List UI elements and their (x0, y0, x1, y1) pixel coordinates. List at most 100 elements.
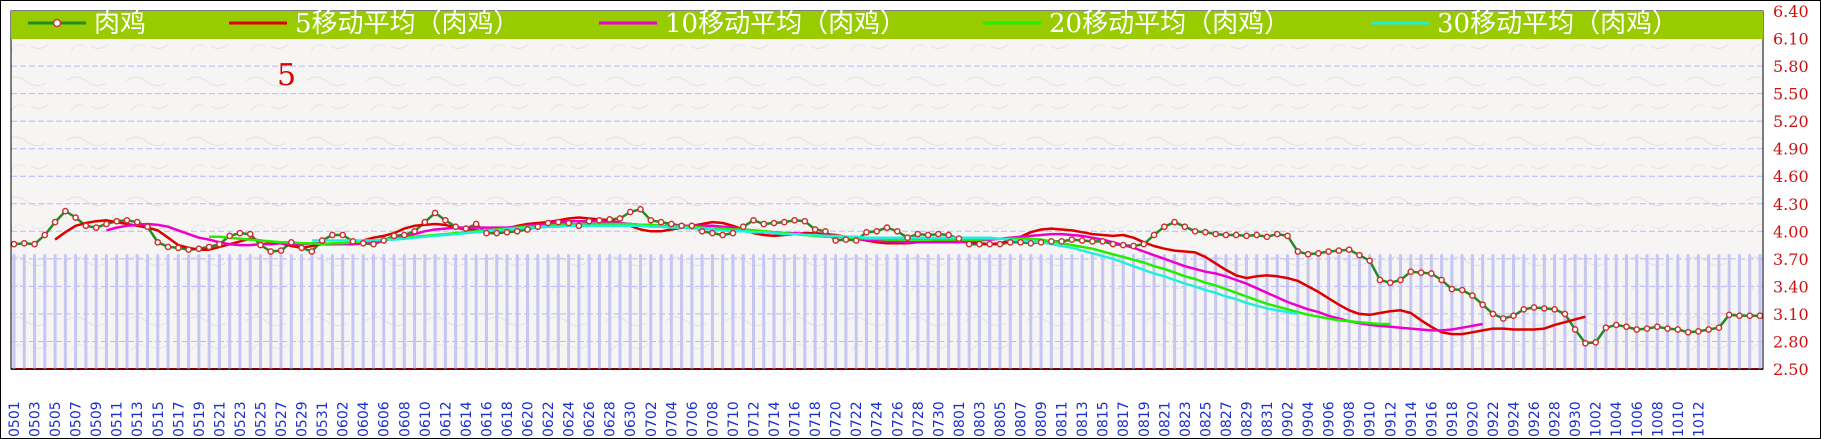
price-point (1376, 276, 1384, 284)
price-point (575, 222, 583, 230)
volume-bar (454, 254, 458, 369)
price-point (1653, 323, 1661, 331)
volume-bar (659, 254, 663, 369)
price-point (873, 227, 881, 235)
volume-bar (1224, 254, 1228, 369)
volume-bar (577, 254, 581, 369)
price-point (1099, 238, 1107, 245)
volume-bar (1070, 254, 1074, 369)
price-point (924, 231, 932, 239)
price-point (41, 231, 49, 239)
volume-bar (1255, 254, 1259, 369)
y-tick-label: 5.50 (1773, 85, 1809, 104)
x-tick-label: 0610 (418, 401, 434, 437)
price-point (678, 222, 685, 230)
x-tick-label: 0716 (788, 401, 804, 437)
price-point (1006, 238, 1014, 246)
price-point (1078, 237, 1086, 244)
x-tick-label: 0513 (130, 401, 146, 437)
volume-bar (1152, 254, 1156, 369)
price-point (739, 223, 747, 231)
price-point (1171, 218, 1178, 226)
volume-bar (1481, 254, 1485, 369)
price-point (339, 231, 347, 239)
volume-bar (998, 254, 1002, 369)
volume-bar (1306, 254, 1310, 369)
volume-bar (916, 254, 920, 369)
price-point (1427, 270, 1435, 277)
volume-bar (94, 254, 98, 369)
volume-bar (1604, 254, 1608, 369)
price-point (1612, 321, 1620, 329)
volume-bar (906, 254, 910, 369)
price-point (996, 240, 1004, 248)
x-tick-label: 0706 (685, 401, 701, 437)
price-point (154, 238, 162, 246)
volume-bar (371, 254, 375, 369)
x-tick-label: 1010 (1671, 401, 1687, 437)
y-tick-label: 4.60 (1773, 167, 1809, 186)
volume-bar (587, 254, 591, 369)
x-tick-label: 0930 (1568, 401, 1584, 437)
x-tick-label: 0501 (7, 401, 23, 437)
price-point (216, 240, 223, 248)
price-point (524, 226, 531, 233)
volume-bar (1327, 254, 1331, 369)
price-point (1510, 312, 1517, 320)
price-point (1469, 292, 1476, 299)
x-tick-label: 0718 (808, 401, 824, 437)
price-point (1551, 305, 1558, 313)
x-tick-label: 0517 (171, 401, 187, 437)
price-point (976, 240, 983, 248)
price-markers (10, 205, 1764, 347)
price-point (329, 231, 336, 239)
price-point (1499, 315, 1507, 322)
volume-bar (1173, 254, 1177, 369)
price-point (791, 216, 798, 224)
price-point (133, 218, 141, 226)
x-tick-label: 0529 (295, 401, 311, 437)
price-point (1294, 248, 1302, 255)
price-point (1407, 268, 1415, 276)
price-point (1263, 233, 1271, 241)
volume-bar (238, 254, 242, 369)
price-point (226, 232, 234, 240)
x-tick-label: 1012 (1691, 401, 1707, 437)
x-tick-label: 0618 (500, 401, 516, 437)
price-point (750, 216, 757, 224)
x-tick-label: 0503 (28, 401, 44, 437)
series-line-ma30 (311, 224, 1299, 316)
volume-bar (433, 254, 437, 369)
price-point (1037, 238, 1045, 246)
price-point (164, 243, 172, 251)
volume-bar (156, 254, 160, 369)
x-tick-label: 0704 (664, 401, 680, 437)
volume-bar (1039, 254, 1043, 369)
volume-bar (700, 254, 704, 369)
volume-bar (1131, 254, 1135, 369)
price-point (1530, 304, 1538, 311)
x-tick-label: 0527 (274, 401, 290, 437)
price-point (1356, 251, 1363, 259)
x-tick-label: 0730 (931, 401, 947, 437)
y-tick-label: 6.40 (1773, 2, 1809, 21)
x-tick-label: 0708 (705, 401, 721, 437)
volume-bar (844, 254, 848, 369)
volume-bar (1101, 254, 1105, 369)
x-tick-label: 0620 (521, 401, 537, 437)
price-point (1715, 324, 1723, 332)
price-point (1160, 223, 1168, 231)
volume-bar (1676, 254, 1680, 369)
volume-bar (895, 254, 899, 369)
price-point (1335, 247, 1343, 254)
volume-bar (1440, 254, 1444, 369)
volume-bar (834, 254, 838, 369)
volume-bar (1501, 254, 1505, 369)
volume-bar (926, 254, 930, 369)
volume-bar (1532, 254, 1536, 369)
price-point (760, 220, 768, 228)
price-point (462, 225, 470, 232)
price-point (1047, 238, 1055, 245)
price-point (349, 238, 357, 245)
